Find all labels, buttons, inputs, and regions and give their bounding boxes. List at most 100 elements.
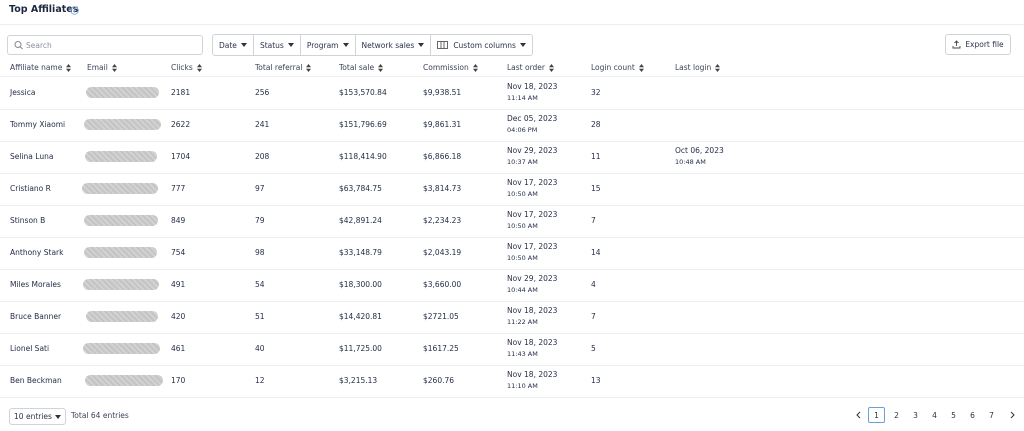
columns-icon bbox=[437, 41, 449, 49]
total-referral: 256 bbox=[255, 88, 270, 97]
last-order-date: Nov 29, 2023 bbox=[507, 274, 558, 283]
clicks: 170 bbox=[171, 376, 186, 385]
export-button[interactable]: Export file bbox=[945, 34, 1011, 55]
total-sale: $118,414.90 bbox=[339, 152, 387, 161]
page-number[interactable]: 7 bbox=[989, 410, 994, 420]
last-order-date: Dec 05, 2023 bbox=[507, 114, 558, 123]
total-sale: $18,300.00 bbox=[339, 280, 382, 289]
column-header[interactable]: Email bbox=[87, 63, 117, 72]
page-number[interactable]: 1 bbox=[868, 407, 885, 423]
table-row bbox=[0, 77, 1024, 110]
filter-button[interactable]: Program bbox=[299, 35, 355, 55]
filter-button[interactable]: Network sales bbox=[354, 35, 431, 55]
search-placeholder: Search bbox=[26, 40, 52, 50]
email-redacted bbox=[86, 311, 158, 322]
last-order-time: 11:22 AM bbox=[507, 318, 538, 326]
last-order-date: Nov 17, 2023 bbox=[507, 178, 558, 187]
caret bbox=[519, 43, 526, 47]
last-order-time: 10:50 AM bbox=[507, 222, 538, 230]
login-count: 14 bbox=[591, 248, 601, 257]
page-title: Top Affiliates bbox=[9, 4, 79, 15]
clicks: 2622 bbox=[171, 120, 191, 129]
page-arrow[interactable] bbox=[850, 410, 868, 420]
commission: $2,234.23 bbox=[423, 216, 462, 225]
column-header[interactable]: Clicks bbox=[171, 63, 202, 72]
login-count: 15 bbox=[591, 184, 601, 193]
filter-bar: Date Status Program Network sales Custom col… bbox=[212, 34, 533, 56]
total-referral: 97 bbox=[255, 184, 265, 193]
column-header[interactable]: Total referral bbox=[255, 63, 312, 72]
column-header[interactable]: Affiliate name bbox=[10, 63, 72, 72]
affiliate-name: Anthony Stark bbox=[10, 248, 64, 257]
clicks: 849 bbox=[171, 216, 186, 225]
filter-button[interactable]: Custom columns bbox=[430, 35, 532, 55]
page-number[interactable]: 2 bbox=[894, 410, 899, 420]
clicks: 491 bbox=[171, 280, 186, 289]
column-header[interactable]: Login count bbox=[591, 63, 644, 72]
page-number[interactable]: 3 bbox=[913, 410, 918, 420]
total-sale: $33,148.79 bbox=[339, 248, 382, 257]
affiliate-name: Cristiano R bbox=[10, 184, 51, 193]
affiliate-name: Miles Morales bbox=[10, 280, 61, 289]
login-count: 13 bbox=[591, 376, 601, 385]
export-label: Export file bbox=[965, 40, 1004, 49]
last-login-date: Oct 06, 2023 bbox=[675, 146, 724, 155]
commission: $260.76 bbox=[423, 376, 455, 385]
page-number[interactable]: 5 bbox=[951, 410, 956, 420]
email-redacted bbox=[84, 119, 161, 130]
clicks: 1704 bbox=[171, 152, 191, 161]
login-count: 28 bbox=[591, 120, 601, 129]
last-order-date: Nov 18, 2023 bbox=[507, 82, 558, 91]
page-arrow[interactable] bbox=[1003, 410, 1021, 420]
column-header[interactable]: Last login bbox=[675, 63, 721, 72]
page-size-select[interactable]: 10 entries bbox=[9, 408, 66, 425]
page-number[interactable]: 6 bbox=[970, 410, 975, 420]
email-redacted bbox=[83, 279, 159, 290]
total-sale: $63,784.75 bbox=[339, 184, 382, 193]
email-redacted bbox=[82, 183, 158, 194]
column-header[interactable]: Total sale bbox=[339, 63, 384, 72]
info-icon[interactable] bbox=[70, 6, 79, 15]
login-count: 11 bbox=[591, 152, 601, 161]
search-icon bbox=[14, 41, 23, 50]
email-redacted bbox=[85, 151, 157, 162]
affiliate-name: Jessica bbox=[10, 88, 36, 97]
caret bbox=[418, 43, 425, 47]
affiliate-name: Tommy Xiaomi bbox=[10, 120, 66, 129]
table-row bbox=[0, 205, 1024, 238]
filter-button[interactable]: Status bbox=[252, 35, 300, 55]
sort-icon bbox=[378, 63, 384, 72]
search-box[interactable]: Search bbox=[7, 35, 203, 55]
sort-icon bbox=[111, 63, 117, 72]
sort-icon bbox=[715, 63, 721, 72]
total-referral: 54 bbox=[255, 280, 265, 289]
last-order-date: Nov 18, 2023 bbox=[507, 338, 558, 347]
total-sale: $11,725.00 bbox=[339, 344, 382, 353]
table-row bbox=[0, 333, 1024, 366]
clicks: 777 bbox=[171, 184, 186, 193]
total-referral: 241 bbox=[255, 120, 270, 129]
sort-icon bbox=[549, 63, 555, 72]
table-row bbox=[0, 109, 1024, 142]
filter-label: Program bbox=[306, 40, 339, 50]
last-order-date: Nov 17, 2023 bbox=[507, 242, 558, 251]
column-label: Commission bbox=[423, 63, 469, 72]
column-header[interactable]: Last order bbox=[507, 63, 555, 72]
last-login-time: 10:48 AM bbox=[675, 158, 706, 166]
sort-icon bbox=[306, 63, 312, 72]
last-order-time: 10:37 AM bbox=[507, 158, 538, 166]
total-referral: 40 bbox=[255, 344, 265, 353]
page-number[interactable]: 4 bbox=[932, 410, 937, 420]
email-redacted bbox=[86, 87, 159, 98]
login-count: 32 bbox=[591, 88, 601, 97]
clicks: 2181 bbox=[171, 88, 191, 97]
filter-button[interactable]: Date bbox=[213, 35, 253, 55]
affiliate-name: Selina Luna bbox=[10, 152, 54, 161]
sort-icon bbox=[472, 63, 478, 72]
column-header[interactable]: Commission bbox=[423, 63, 478, 72]
email-redacted bbox=[84, 247, 157, 258]
total-sale: $153,570.84 bbox=[339, 88, 387, 97]
last-order-time: 11:43 AM bbox=[507, 350, 538, 358]
affiliate-name: Bruce Banner bbox=[10, 312, 62, 321]
